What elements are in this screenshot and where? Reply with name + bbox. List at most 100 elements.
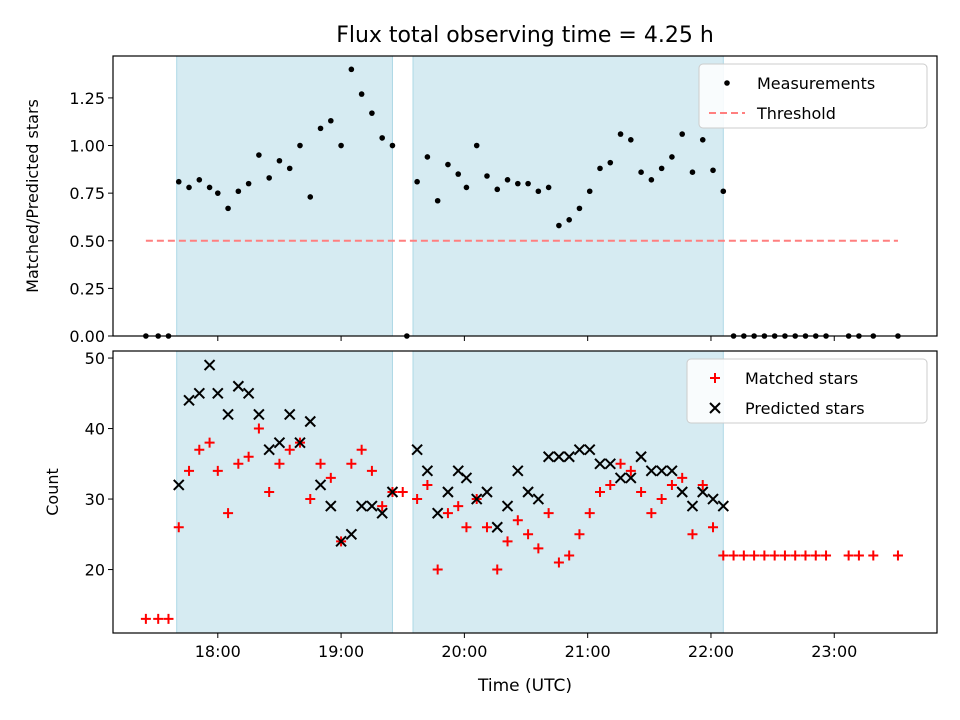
measurement-point bbox=[389, 142, 396, 149]
y-tick-label: 1.25 bbox=[69, 89, 105, 108]
matched-star-point bbox=[584, 508, 595, 519]
predicted-star-point bbox=[386, 486, 399, 498]
matched-star-point bbox=[749, 550, 760, 561]
measurement-point bbox=[225, 205, 231, 212]
x-tick-label: 20:00 bbox=[441, 642, 487, 661]
matched-star-point bbox=[779, 550, 790, 561]
matched-star-point bbox=[868, 550, 879, 561]
measurement-point bbox=[473, 142, 480, 149]
matched-star-point bbox=[843, 550, 854, 561]
matched-star-point bbox=[492, 564, 503, 575]
y-tick-label: 20 bbox=[85, 561, 105, 580]
matched-star-point bbox=[574, 529, 585, 540]
legend-measurement-swatch bbox=[724, 80, 730, 86]
matched-star-point bbox=[738, 550, 749, 561]
matched-star-point bbox=[646, 508, 657, 519]
matched-star-point bbox=[502, 536, 513, 547]
matched-star-point bbox=[615, 458, 626, 469]
matched-star-point bbox=[163, 613, 174, 624]
measurement-point bbox=[358, 91, 365, 97]
measurement-point bbox=[669, 154, 675, 160]
matched-star-point bbox=[397, 487, 408, 497]
count-panel: 20 30 40 50 18:00 19:00 20:00 21:00 22:00 23:00 Co… bbox=[43, 349, 938, 661]
x-tick-label: 22:00 bbox=[688, 642, 734, 661]
predicted-star-point bbox=[376, 507, 388, 519]
measurement-point bbox=[235, 188, 242, 195]
matched-star-point bbox=[512, 515, 523, 526]
predicted-star-point bbox=[431, 507, 444, 519]
predicted-star-point bbox=[717, 500, 730, 512]
measurement-point bbox=[617, 131, 624, 137]
predicted-star-point bbox=[411, 443, 423, 456]
predicted-star-point bbox=[460, 472, 473, 484]
matched-star-point bbox=[356, 444, 367, 455]
predicted-star-point bbox=[232, 380, 245, 392]
shaded-interval bbox=[176, 350, 393, 634]
matched-star-point bbox=[140, 613, 151, 624]
predicted-star-point bbox=[655, 465, 668, 477]
predicted-star-point bbox=[183, 394, 195, 407]
predicted-star-point bbox=[491, 521, 503, 533]
predicted-star-point bbox=[553, 451, 565, 463]
measurement-point bbox=[348, 66, 355, 73]
matched-star-point bbox=[422, 479, 433, 490]
measurement-point bbox=[424, 154, 431, 160]
matched-star-point bbox=[697, 479, 708, 490]
predicted-star-point bbox=[686, 500, 699, 512]
measurement-point bbox=[586, 188, 593, 195]
measurement-point bbox=[328, 117, 334, 124]
predicted-star-point bbox=[604, 458, 616, 470]
x-tick-label: 18:00 bbox=[195, 642, 241, 661]
matched-star-point bbox=[708, 522, 719, 533]
legend-box bbox=[686, 358, 928, 424]
predicted-star-point bbox=[212, 387, 224, 400]
matched-star-point bbox=[432, 564, 443, 575]
measurement-point bbox=[689, 169, 696, 175]
matched-star-point bbox=[194, 444, 205, 455]
predicted-star-point bbox=[532, 493, 545, 505]
measurement-point bbox=[515, 180, 521, 187]
predicted-star-point bbox=[173, 479, 185, 491]
measurement-point bbox=[607, 159, 614, 166]
measurement-point bbox=[214, 190, 221, 196]
matched-star-point bbox=[769, 550, 780, 561]
measurement-point bbox=[484, 173, 490, 179]
matched-star-point bbox=[346, 458, 357, 469]
measurement-point bbox=[379, 135, 385, 141]
matched-star-point bbox=[184, 465, 195, 476]
predicted-star-point bbox=[284, 408, 296, 421]
measurement-point bbox=[504, 177, 511, 183]
predicted-star-point bbox=[645, 465, 658, 477]
shaded-interval bbox=[412, 350, 724, 634]
axes-frame bbox=[112, 55, 938, 337]
measurement-point bbox=[535, 188, 542, 195]
predicted-star-point bbox=[707, 493, 719, 505]
measurement-point bbox=[710, 167, 716, 174]
matched-star-point bbox=[718, 550, 729, 561]
measurement-point bbox=[658, 165, 665, 172]
predicted-star-point bbox=[325, 500, 337, 512]
measurement-point bbox=[445, 161, 451, 168]
predicted-star-point bbox=[366, 500, 378, 512]
matched-star-point bbox=[453, 501, 464, 512]
legend: Measurements Threshold bbox=[698, 63, 928, 129]
predicted-star-point bbox=[573, 443, 586, 456]
predicted-star-point bbox=[676, 486, 688, 498]
measurement-point bbox=[455, 171, 462, 177]
matched-star-point bbox=[233, 458, 244, 469]
matched-star-point bbox=[564, 550, 575, 561]
predicted-star-point bbox=[481, 486, 493, 498]
measurement-point bbox=[720, 188, 727, 195]
predicted-star-point bbox=[594, 458, 606, 470]
predicted-star-point bbox=[563, 451, 575, 463]
matched-star-point bbox=[153, 613, 164, 624]
matched-star-point bbox=[442, 508, 453, 519]
predicted-star-point bbox=[273, 436, 286, 449]
matched-star-point bbox=[204, 437, 215, 448]
measurement-point bbox=[414, 178, 420, 185]
measurement-point bbox=[338, 142, 344, 149]
predicted-star-point bbox=[345, 528, 358, 541]
matched-star-point bbox=[274, 458, 285, 469]
matched-star-point bbox=[677, 472, 688, 483]
